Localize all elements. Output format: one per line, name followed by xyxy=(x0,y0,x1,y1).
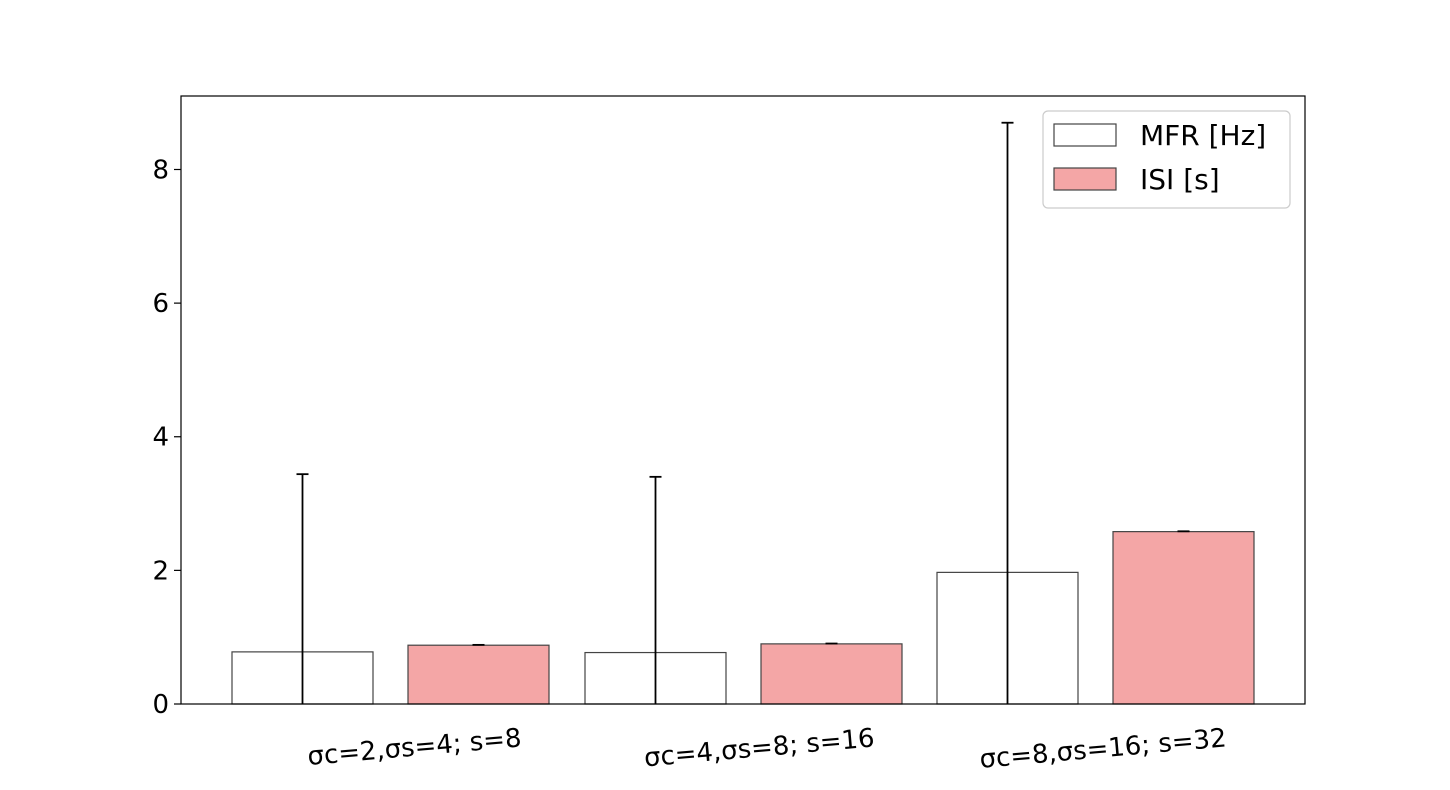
x-tick-label-0: σc=2,σs=4; s=8 xyxy=(306,723,522,772)
legend-swatch-mfr xyxy=(1053,123,1117,147)
x-tick-label-1: σc=4,σs=8; s=16 xyxy=(643,723,876,773)
x-axis: σc=2,σs=4; s=8 σc=4,σs=8; s=16 σc=8,σs=16;… xyxy=(306,723,1227,774)
y-tick-label-1: 2 xyxy=(152,556,169,586)
bars-layer xyxy=(231,531,1255,705)
legend-label-isi: ISI [s] xyxy=(1140,163,1220,196)
y-tick-label-0: 0 xyxy=(152,690,169,720)
legend: MFR [Hz] ISI [s] xyxy=(1042,110,1291,209)
y-tick-label-2: 4 xyxy=(152,423,169,453)
y-tick-label-4: 8 xyxy=(152,155,169,185)
bar-series1-cat0 xyxy=(407,644,550,705)
legend-swatch-isi xyxy=(1053,167,1117,191)
bar-series1-cat1 xyxy=(760,643,903,705)
plot-frame xyxy=(180,95,1306,705)
y-tick-label-3: 6 xyxy=(152,289,169,319)
x-tick-label-2: σc=8,σs=16; s=32 xyxy=(978,723,1227,774)
errorbars-layer xyxy=(296,121,1190,704)
y-axis: 0 2 4 6 8 xyxy=(152,155,181,720)
legend-label-mfr: MFR [Hz] xyxy=(1140,119,1266,152)
bar-series1-cat2 xyxy=(1112,531,1255,705)
